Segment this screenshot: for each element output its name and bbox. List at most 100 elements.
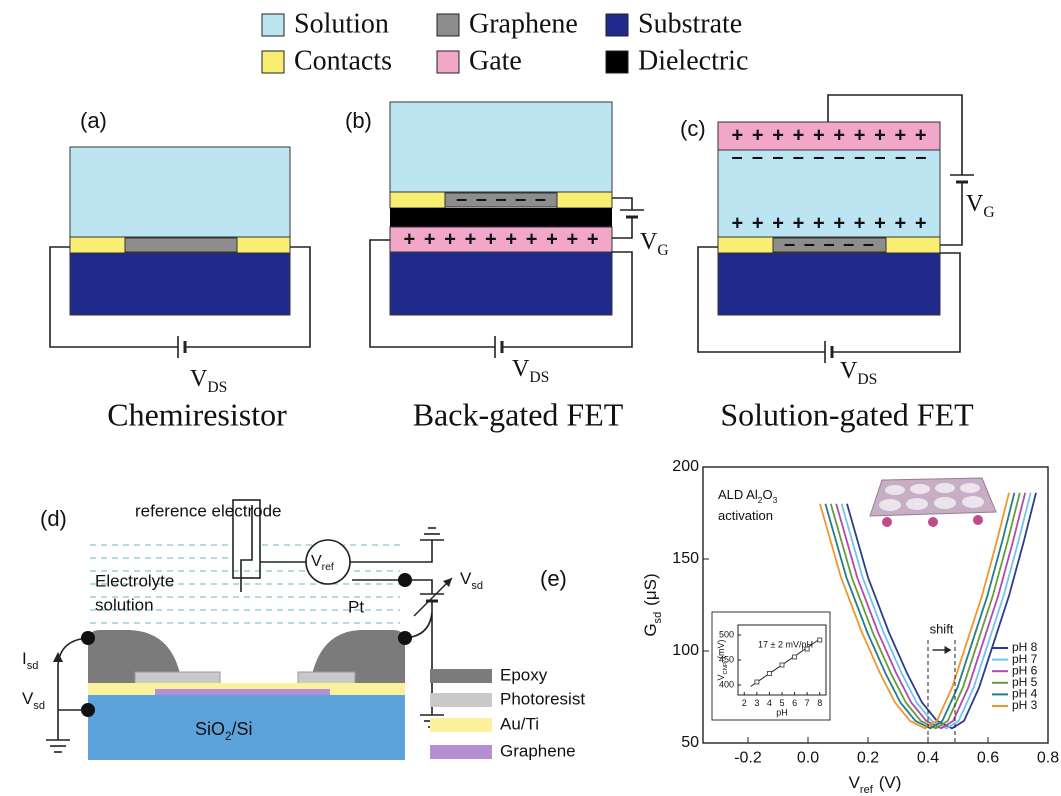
legend-label: Photoresist: [500, 689, 585, 708]
annotation: solution: [95, 595, 154, 614]
pore: [934, 497, 956, 509]
y-tick-label: 150: [672, 550, 699, 567]
charge-row: + + + + + + + + + +: [732, 124, 927, 146]
text-part: V: [966, 191, 984, 217]
legend-label: Graphene: [500, 741, 576, 760]
bead: [973, 515, 983, 525]
annotation: shift: [930, 621, 954, 636]
legend-swatch: [430, 693, 492, 707]
graphene-layer: [155, 689, 330, 695]
solution-layer: [390, 102, 612, 192]
legend-swatch: [606, 51, 628, 73]
solution-layer: [70, 147, 290, 237]
x-tick-label: 6: [792, 698, 797, 708]
legend-swatch: [606, 14, 628, 36]
pore: [879, 499, 901, 511]
text-part: sd: [652, 612, 664, 624]
text-part: 3: [773, 495, 778, 505]
x-tick-label: 0.2: [857, 749, 879, 766]
surface-thumbnail: [870, 478, 996, 527]
text-part: G: [657, 242, 668, 259]
charge-row: – – – – –: [456, 188, 546, 210]
text-part: ref: [860, 784, 874, 796]
x-tick-label: 8: [817, 698, 822, 708]
caption: Solution-gated FET: [720, 396, 974, 432]
annotation: Pt: [348, 597, 364, 616]
legend-label: Substrate: [638, 8, 742, 39]
legend-swatch: [430, 745, 492, 759]
junction: [81, 703, 95, 717]
pore: [960, 483, 980, 493]
figure: SolutionGrapheneSubstrateContactsGateDie…: [0, 0, 1061, 796]
legend-label: Epoxy: [500, 665, 548, 684]
text-part: DS: [529, 369, 549, 386]
legend-label: Graphene: [469, 8, 578, 39]
x-tick-label: 0.6: [977, 749, 999, 766]
legend-label: Dielectric: [638, 45, 748, 76]
y-tick-label: 500: [719, 629, 734, 639]
text-part: activation: [718, 508, 773, 523]
panel-label: (e): [540, 566, 567, 591]
pore: [910, 484, 930, 494]
x-tick-label: 3: [754, 698, 759, 708]
text-part: G: [983, 204, 994, 221]
legend-label: pH 3: [1012, 698, 1038, 712]
text-part: sd: [33, 700, 45, 712]
graphene-layer: [125, 238, 237, 252]
annotation: activation: [718, 508, 773, 523]
legend-label: Gate: [469, 45, 522, 76]
text-part: DS: [207, 379, 227, 396]
pore: [962, 496, 984, 508]
text-part: V: [460, 569, 472, 588]
text-part: (mV): [716, 639, 726, 659]
text-part: sd: [471, 580, 483, 592]
y-tick-label: 200: [672, 458, 699, 475]
contact: [557, 192, 612, 208]
legend-label: Au/Ti: [500, 714, 539, 733]
text-part: (V): [879, 773, 902, 792]
text-part: ALD Al: [718, 487, 758, 502]
legend-swatch: [430, 669, 492, 683]
substrate-layer: [70, 253, 290, 315]
contact: [70, 237, 125, 253]
data-point: [805, 647, 809, 651]
text-part: V: [311, 553, 322, 570]
text-part: V: [512, 356, 530, 382]
text-part: G: [641, 623, 660, 636]
legend-swatch: [437, 14, 459, 36]
contact: [886, 237, 940, 253]
y-tick-label: 100: [672, 642, 699, 659]
panel-label: (b): [345, 108, 372, 133]
legend-swatch: [437, 51, 459, 73]
contact: [390, 192, 445, 208]
text-part: V: [190, 366, 208, 392]
text-part: sd: [27, 660, 39, 672]
text-part: V: [640, 229, 658, 255]
substrate-layer: [718, 253, 940, 315]
text-part: V: [840, 358, 858, 384]
pore: [935, 483, 955, 493]
text-part: ref: [322, 562, 334, 573]
x-axis-label: pH: [776, 707, 788, 717]
text-part: (μS): [641, 573, 660, 605]
data-point: [755, 680, 759, 684]
legend-label: Solution: [294, 8, 389, 39]
data-point: [780, 663, 784, 667]
substrate-layer: [390, 252, 612, 315]
charge-row: + + + + + + + + + +: [404, 228, 599, 250]
panel-label: (a): [80, 108, 107, 133]
junction: [398, 573, 412, 587]
bead: [882, 517, 892, 527]
contact: [718, 237, 773, 253]
x-tick-label: 4: [767, 698, 772, 708]
dielectric-layer: [390, 208, 612, 227]
annotation: reference electrode: [135, 501, 281, 520]
x-tick-label: 0.4: [917, 749, 939, 766]
y-tick-label: 50: [681, 734, 699, 751]
panel-label: (d): [40, 506, 67, 531]
charge-row: – – – – – – – – – –: [732, 146, 927, 168]
junction: [398, 631, 412, 645]
x-tick-label: 7: [805, 698, 810, 708]
text-part: DS: [857, 371, 877, 388]
legend-swatch: [430, 718, 492, 732]
